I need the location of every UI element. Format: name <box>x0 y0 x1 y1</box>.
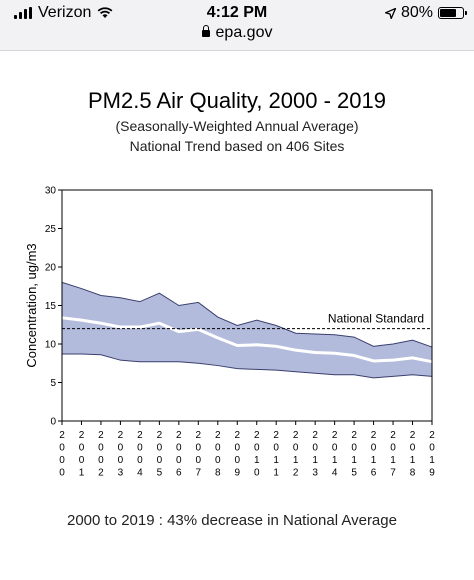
y-tick-label: 10 <box>45 340 57 351</box>
national-average-line <box>61 316 433 364</box>
url-text: epa.gov <box>215 24 273 41</box>
clock: 4:12 PM <box>206 4 268 21</box>
national-standard-label: National Standard <box>328 312 424 326</box>
range-band <box>62 282 432 378</box>
y-axis-label: Concentration, ug/m3 <box>24 243 39 367</box>
chart-title: PM2.5 Air Quality, 2000 - 2019 <box>88 88 386 113</box>
battery-percent: 80% <box>400 4 433 21</box>
y-tick-label: 25 <box>45 224 57 235</box>
signal-icon <box>14 7 32 19</box>
y-tick-label: 0 <box>50 417 56 428</box>
chart-footnote: 2000 to 2019 : 43% decrease in National … <box>67 512 397 529</box>
chart-subtitle: (Seasonally-Weighted Annual Average) <box>115 118 359 134</box>
y-tick-label: 30 <box>45 186 57 197</box>
status-bar: Verizon 4:12 PM 80% epa.gov <box>0 0 474 51</box>
wifi-icon <box>97 7 113 18</box>
y-tick-label: 20 <box>45 263 57 274</box>
chart-subtitle-sites: National Trend based on 406 Sites <box>129 138 345 154</box>
battery-icon <box>438 7 467 19</box>
address-bar[interactable]: epa.gov <box>0 24 474 42</box>
y-tick-label: 15 <box>45 301 57 312</box>
battery-group: 80% <box>384 4 467 22</box>
lower-band-line <box>62 353 433 379</box>
pm25-trend-chart: National Standard 0 5 10 15 20 25 30 Concentrati… <box>24 186 435 479</box>
carrier-label: Verizon <box>38 4 92 21</box>
y-tick-label: 5 <box>50 378 56 389</box>
carrier-group: Verizon <box>14 4 113 22</box>
location-arrow-icon <box>384 7 396 19</box>
upper-band-line <box>61 281 433 348</box>
lock-icon <box>201 25 210 37</box>
